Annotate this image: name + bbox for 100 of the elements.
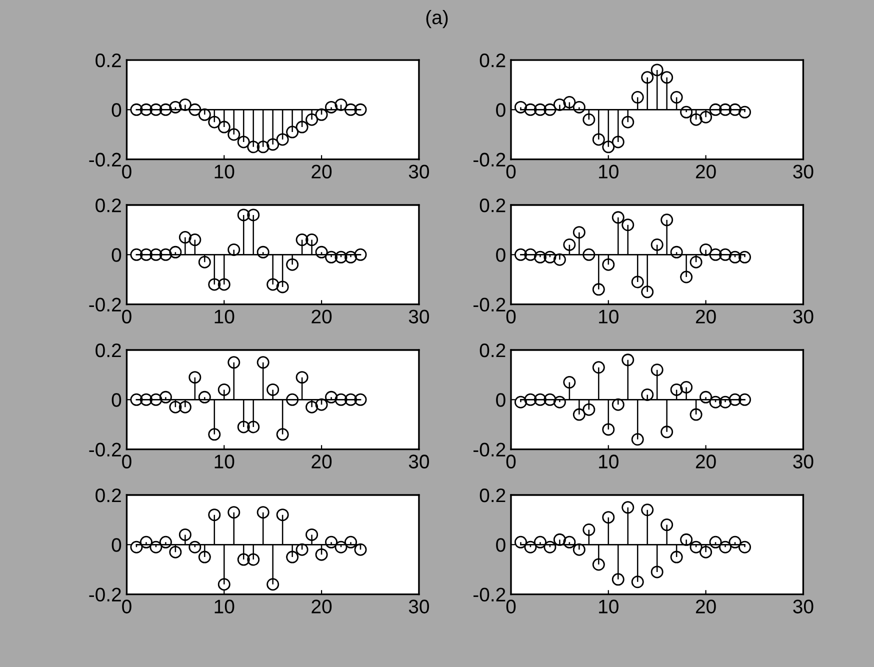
point: [140, 248, 152, 261]
point: [256, 140, 270, 154]
point: [602, 423, 615, 436]
point: [670, 91, 683, 104]
point: [612, 398, 624, 411]
x-tick-label: 30: [793, 600, 814, 614]
point: [572, 543, 586, 556]
point: [218, 578, 230, 591]
point: [256, 356, 270, 369]
point: [247, 553, 260, 566]
point: [524, 103, 537, 116]
point: [334, 98, 348, 111]
point: [700, 110, 712, 124]
x-tick-label: 20: [696, 600, 716, 614]
x-tick-label: 30: [408, 600, 429, 614]
point: [198, 108, 211, 121]
point: [612, 136, 624, 148]
point: [680, 533, 693, 546]
point: [296, 543, 308, 556]
point: [266, 138, 280, 151]
point: [582, 113, 596, 126]
x-tick-label: 10: [599, 600, 618, 614]
x-tick-label: 0: [506, 600, 516, 614]
x-tick-label: 30: [793, 310, 814, 324]
point: [660, 71, 674, 84]
point: [514, 396, 527, 408]
x-tick-label: 30: [793, 454, 814, 468]
point: [534, 393, 546, 406]
point: [572, 100, 586, 114]
point: [198, 550, 211, 564]
point: [276, 428, 289, 441]
point: [188, 234, 202, 246]
point: [296, 371, 308, 384]
point: [641, 504, 654, 516]
point: [188, 540, 202, 554]
y-tick-label: 0: [112, 103, 122, 117]
point: [130, 393, 143, 406]
x-tick-label: 30: [408, 164, 429, 178]
y-tick-label: -0.2: [89, 442, 121, 457]
point: [354, 103, 367, 116]
point: [228, 243, 240, 256]
y-tick-label: 0: [112, 538, 122, 552]
point: [563, 96, 576, 108]
x-tick-label: 30: [793, 164, 814, 178]
y-tick-label: 0: [496, 393, 506, 407]
point: [660, 518, 674, 532]
y-tick-label: 0: [112, 393, 122, 407]
point: [276, 508, 289, 522]
point: [680, 106, 693, 118]
x-tick-label: 0: [506, 310, 516, 324]
point: [553, 253, 566, 266]
point: [140, 536, 152, 548]
point: [690, 113, 702, 126]
point: [592, 283, 605, 296]
y-tick-label: 0: [496, 538, 506, 552]
point: [650, 364, 664, 376]
x-tick-label: 20: [696, 454, 716, 468]
y-tick-label: 0.2: [96, 488, 121, 502]
point: [738, 250, 752, 264]
point: [237, 136, 250, 148]
y-tick-label: 0.2: [480, 198, 506, 212]
point: [670, 550, 683, 564]
point: [344, 103, 358, 116]
point: [344, 536, 358, 548]
point: [612, 573, 624, 586]
point: [140, 103, 152, 116]
point: [159, 536, 172, 548]
y-tick-label: 0.2: [480, 488, 506, 502]
point: [334, 393, 348, 406]
point: [159, 390, 172, 404]
x-tick-label: 0: [122, 454, 132, 468]
point: [534, 103, 546, 116]
point: [130, 248, 143, 261]
point: [237, 208, 250, 222]
point: [709, 248, 722, 261]
point: [256, 506, 270, 519]
point: [306, 528, 318, 541]
x-tick-label: 0: [122, 310, 132, 324]
x-tick-label: 10: [599, 310, 618, 324]
point: [534, 536, 546, 548]
point: [315, 548, 328, 561]
x-tick-label: 20: [696, 310, 716, 324]
point: [641, 71, 654, 84]
point: [622, 218, 634, 232]
point: [266, 578, 280, 591]
point: [641, 286, 654, 298]
point: [592, 558, 605, 571]
x-tick-label: 20: [696, 164, 716, 178]
point: [178, 231, 192, 244]
point: [660, 426, 674, 438]
point: [544, 103, 556, 116]
x-tick-label: 0: [122, 600, 132, 614]
point: [218, 120, 230, 134]
point: [228, 128, 240, 141]
y-tick-label: -0.2: [89, 152, 121, 167]
point: [631, 276, 644, 288]
point: [728, 536, 742, 548]
point: [276, 280, 289, 294]
point: [641, 388, 654, 401]
y-tick-label: 0.2: [480, 343, 506, 358]
